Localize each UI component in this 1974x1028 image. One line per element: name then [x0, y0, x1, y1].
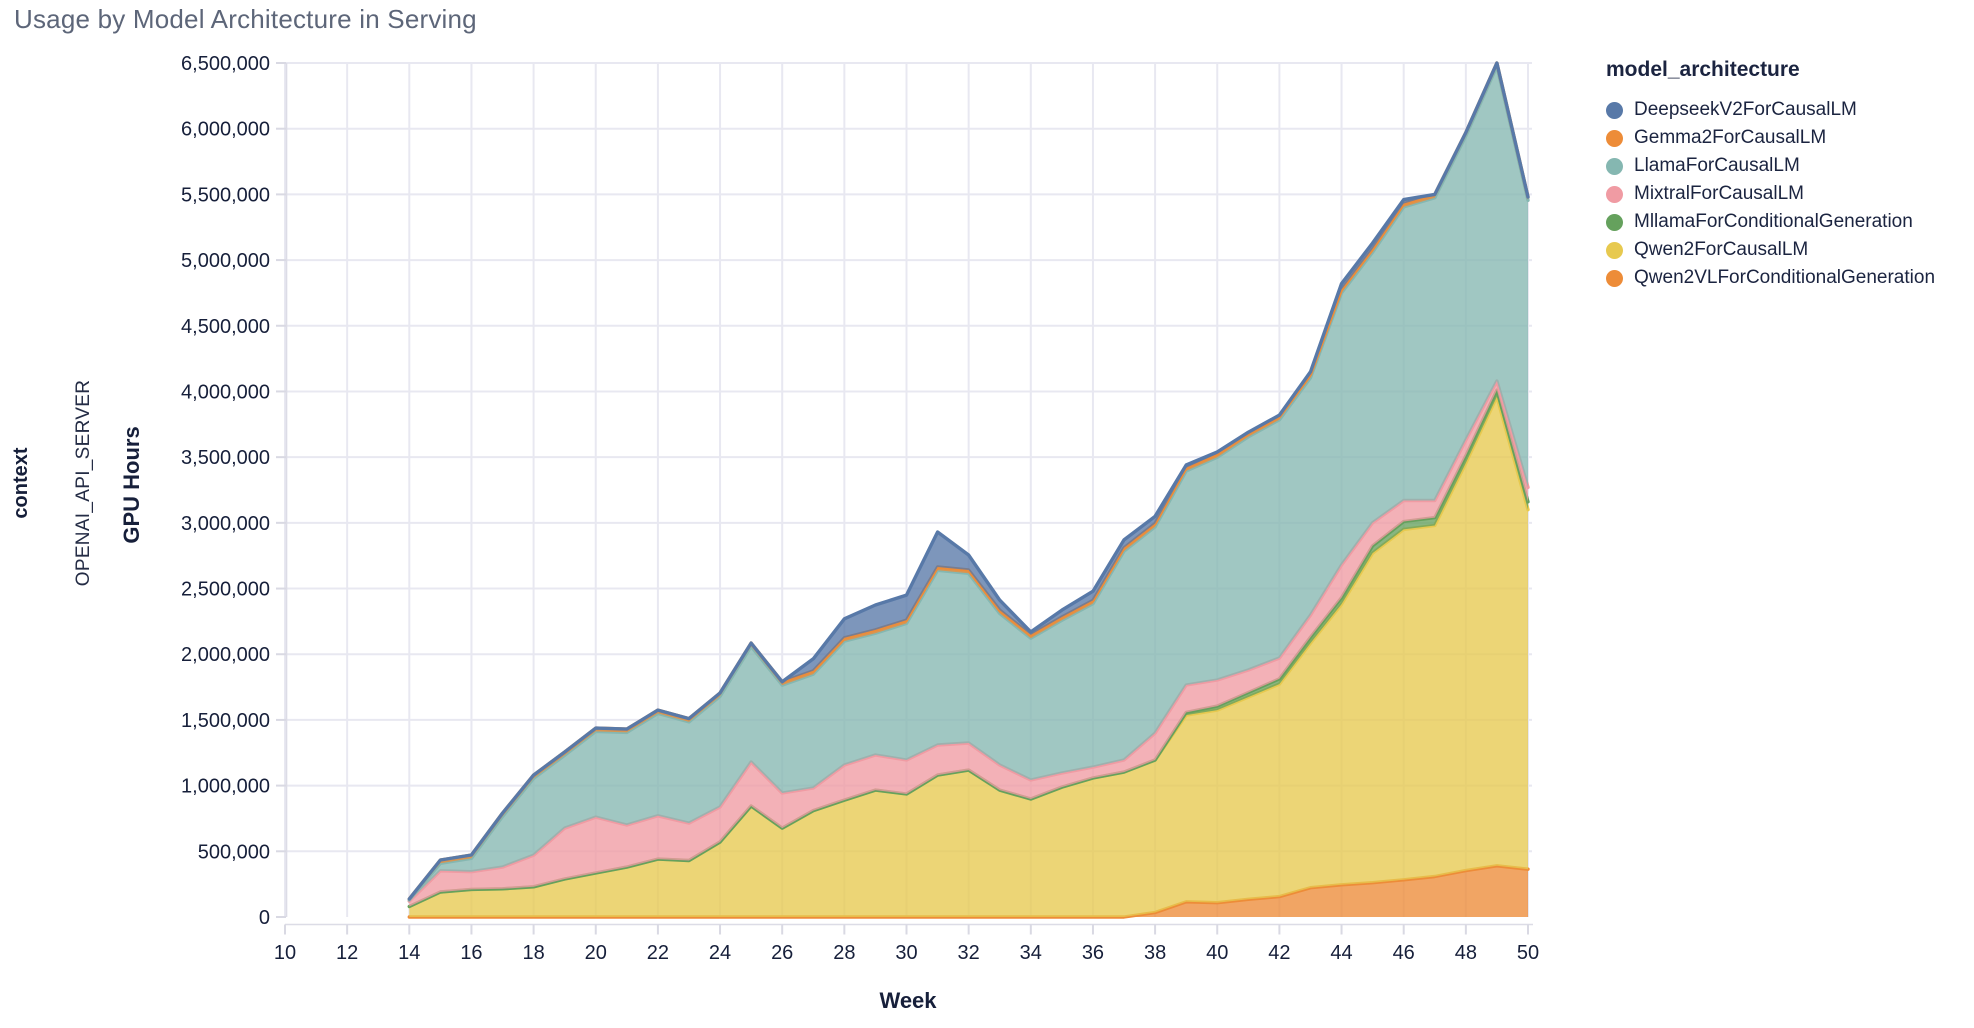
y-tick-label: 4,500,000 [181, 316, 270, 338]
y-axis: 0 500,000 1,000,000 1,500,000 2,000,000 2,500… [181, 53, 288, 929]
x-tick-label: 42 [1268, 942, 1290, 964]
legend-title: model_architecture [1606, 58, 1800, 81]
legend-swatch-icon [1606, 129, 1623, 147]
legend-swatch-icon [1606, 213, 1623, 231]
legend-swatch-icon [1606, 269, 1623, 287]
facet-row-field-label: context [10, 447, 32, 518]
x-tick-label: 38 [1144, 942, 1166, 964]
legend-swatch-icon [1606, 241, 1623, 259]
y-tick-label: 3,000,000 [181, 513, 270, 535]
chart-title: Usage by Model Architecture in Serving [14, 4, 477, 34]
y-tick-label: 3,500,000 [181, 447, 270, 469]
x-tick-label: 36 [1082, 942, 1104, 964]
x-axis: 10 12 14 16 18 20 22 24 26 28 30 32 34 36 38 40 42 44 46 48… [274, 923, 1539, 964]
area-line-DeepseekV2ForCausalLM [407, 61, 1530, 901]
legend-item-MllamaForConditionalGeneration[interactable]: MllamaForConditionalGeneration [1606, 208, 1966, 236]
y-axis-title: GPU Hours [119, 426, 144, 543]
y-tick-label: 500,000 [198, 841, 270, 863]
legend-item-label: Qwen2VLForConditionalGeneration [1634, 267, 1936, 288]
x-tick-label: 18 [522, 942, 544, 964]
x-tick-label: 34 [1020, 942, 1042, 964]
x-tick-label: 22 [647, 942, 669, 964]
y-tick-label: 1,500,000 [181, 710, 270, 732]
x-tick-label: 44 [1330, 942, 1352, 964]
x-tick-label: 14 [398, 942, 420, 964]
legend-item-label: Qwen2ForCausalLM [1634, 239, 1809, 260]
legend-swatch-icon [1606, 185, 1623, 203]
legend-item-Qwen2VLForConditionalGeneration[interactable]: Qwen2VLForConditionalGeneration [1606, 264, 1966, 292]
x-tick-label: 12 [336, 942, 358, 964]
x-tick-label: 48 [1455, 942, 1477, 964]
legend-item-label: MixtralForCausalLM [1634, 183, 1804, 204]
facet-row-value-label: OPENAI_API_SERVER [73, 380, 94, 586]
y-tick-label: 4,000,000 [181, 381, 270, 403]
x-tick-label: 16 [460, 942, 482, 964]
area-Qwen2ForCausalLM [409, 396, 1528, 917]
y-tick-label: 1,000,000 [181, 776, 270, 798]
legend-item-label: Gemma2ForCausalLM [1634, 127, 1827, 148]
x-tick-label: 26 [771, 942, 793, 964]
legend-swatch-icon [1606, 101, 1623, 119]
legend-item-Gemma2ForCausalLM[interactable]: Gemma2ForCausalLM [1606, 124, 1966, 152]
x-tick-label: 10 [274, 942, 296, 964]
legend-item-label: DeepseekV2ForCausalLM [1634, 99, 1857, 120]
legend-swatch-icon [1606, 157, 1623, 175]
x-axis-title: Week [879, 988, 937, 1013]
x-tick-label: 32 [958, 942, 980, 964]
legend-item-MixtralForCausalLM[interactable]: MixtralForCausalLM [1606, 180, 1966, 208]
x-tick-label: 20 [585, 942, 607, 964]
area-MixtralForCausalLM [409, 381, 1528, 907]
y-tick-label: 5,000,000 [181, 250, 270, 272]
legend-items: DeepseekV2ForCausalLM Gemma2ForCausalLM Ll… [1606, 96, 1966, 292]
y-tick-label: 2,000,000 [181, 644, 270, 666]
y-tick-label: 5,500,000 [181, 184, 270, 206]
x-tick-label: 40 [1206, 942, 1228, 964]
x-tick-label: 30 [895, 942, 917, 964]
legend-item-label: MllamaForConditionalGeneration [1634, 211, 1913, 232]
x-tick-label: 24 [709, 942, 731, 964]
legend-item-DeepseekV2ForCausalLM[interactable]: DeepseekV2ForCausalLM [1606, 96, 1966, 124]
legend: model_architecture DeepseekV2ForCausalLM… [1606, 58, 1966, 292]
x-tick-label: 28 [833, 942, 855, 964]
x-tick-label: 50 [1517, 942, 1539, 964]
y-tick-label: 6,500,000 [181, 53, 270, 75]
legend-item-Qwen2ForCausalLM[interactable]: Qwen2ForCausalLM [1606, 236, 1966, 264]
legend-item-label: LlamaForCausalLM [1634, 155, 1800, 176]
y-tick-label: 6,000,000 [181, 119, 270, 141]
y-tick-label: 2,500,000 [181, 579, 270, 601]
legend-item-LlamaForCausalLM[interactable]: LlamaForCausalLM [1606, 152, 1966, 180]
area-LlamaForCausalLM [409, 66, 1528, 902]
area-Qwen2VLForConditionalGeneration [409, 865, 1528, 917]
area-series [407, 61, 1530, 919]
x-tick-label: 46 [1393, 942, 1415, 964]
y-tick-label: 0 [259, 907, 270, 929]
